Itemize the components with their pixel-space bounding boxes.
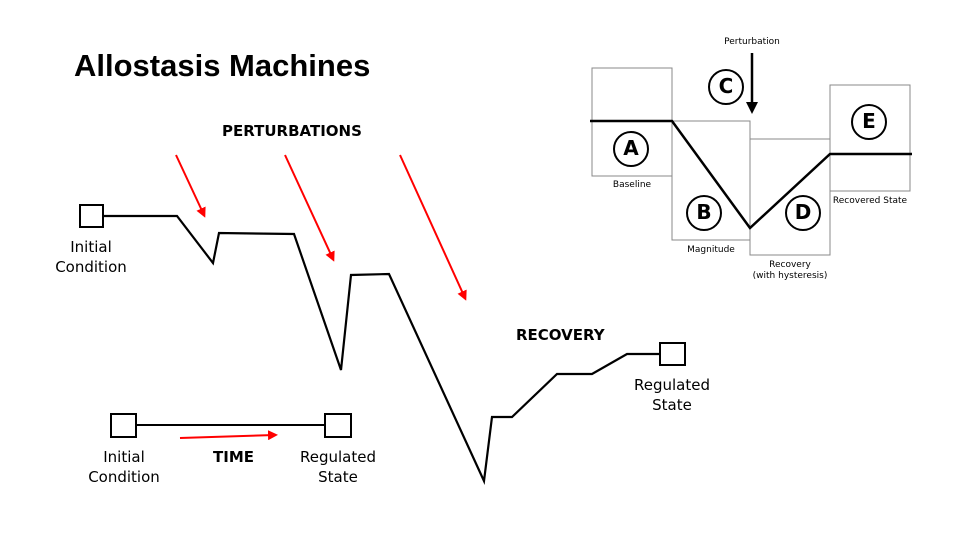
inset-perturbation-label: Perturbation <box>724 37 780 47</box>
perturbations-label: PERTURBATIONS <box>222 122 362 140</box>
legend-regulated-line1: Regulated <box>300 448 376 466</box>
recovery-hysteresis-label: Recovery (with hysteresis) <box>740 260 840 282</box>
regulated-state-line1: Regulated <box>634 376 710 394</box>
recovery-line2: (with hysteresis) <box>752 271 828 281</box>
recovery-label: RECOVERY <box>516 326 605 344</box>
perturbation-arrow-3 <box>399 154 467 301</box>
inset-box-recovery <box>749 138 831 256</box>
legend-regulated-label: Regulated State <box>298 447 378 487</box>
legend-regulated-line2: State <box>318 468 358 486</box>
regulated-state-box <box>659 342 686 366</box>
time-arrow <box>179 430 278 441</box>
letter-e: E <box>862 109 876 133</box>
letter-b: B <box>696 200 712 224</box>
perturbation-arrow-1 <box>175 154 206 218</box>
letter-c: C <box>718 74 734 98</box>
magnitude-label: Magnitude <box>687 245 735 255</box>
perturbation-arrow-2 <box>284 154 335 262</box>
legend-initial-line1: Initial <box>103 448 145 466</box>
time-label: TIME <box>213 448 254 466</box>
inset-box-recovered-state <box>829 84 911 192</box>
letter-a: A <box>623 136 639 160</box>
allostasis-trajectory-line <box>103 214 660 485</box>
letter-d: D <box>794 200 812 224</box>
recovery-line1: Recovery <box>769 260 811 270</box>
initial-condition-label: Initial Condition <box>51 237 131 277</box>
legend-initial-box <box>110 413 137 438</box>
circle-d <box>785 195 821 231</box>
page-title: Allostasis Machines <box>74 48 371 83</box>
legend-initial-line2: Condition <box>88 468 160 486</box>
baseline-label: Baseline <box>612 180 652 190</box>
recovered-state-label: Recovered State <box>832 196 908 206</box>
legend-initial-label: Initial Condition <box>84 447 164 487</box>
inset-response-line <box>590 119 912 230</box>
circle-e <box>851 104 887 140</box>
circle-a <box>613 131 649 167</box>
circle-c <box>708 69 744 105</box>
initial-condition-box <box>79 204 104 228</box>
regulated-state-label: Regulated State <box>632 375 712 415</box>
legend-regulated-box <box>324 413 352 438</box>
regulated-state-line2: State <box>652 396 692 414</box>
initial-condition-line2: Condition <box>55 258 127 276</box>
circle-b <box>686 195 722 231</box>
initial-condition-line1: Initial <box>70 238 112 256</box>
